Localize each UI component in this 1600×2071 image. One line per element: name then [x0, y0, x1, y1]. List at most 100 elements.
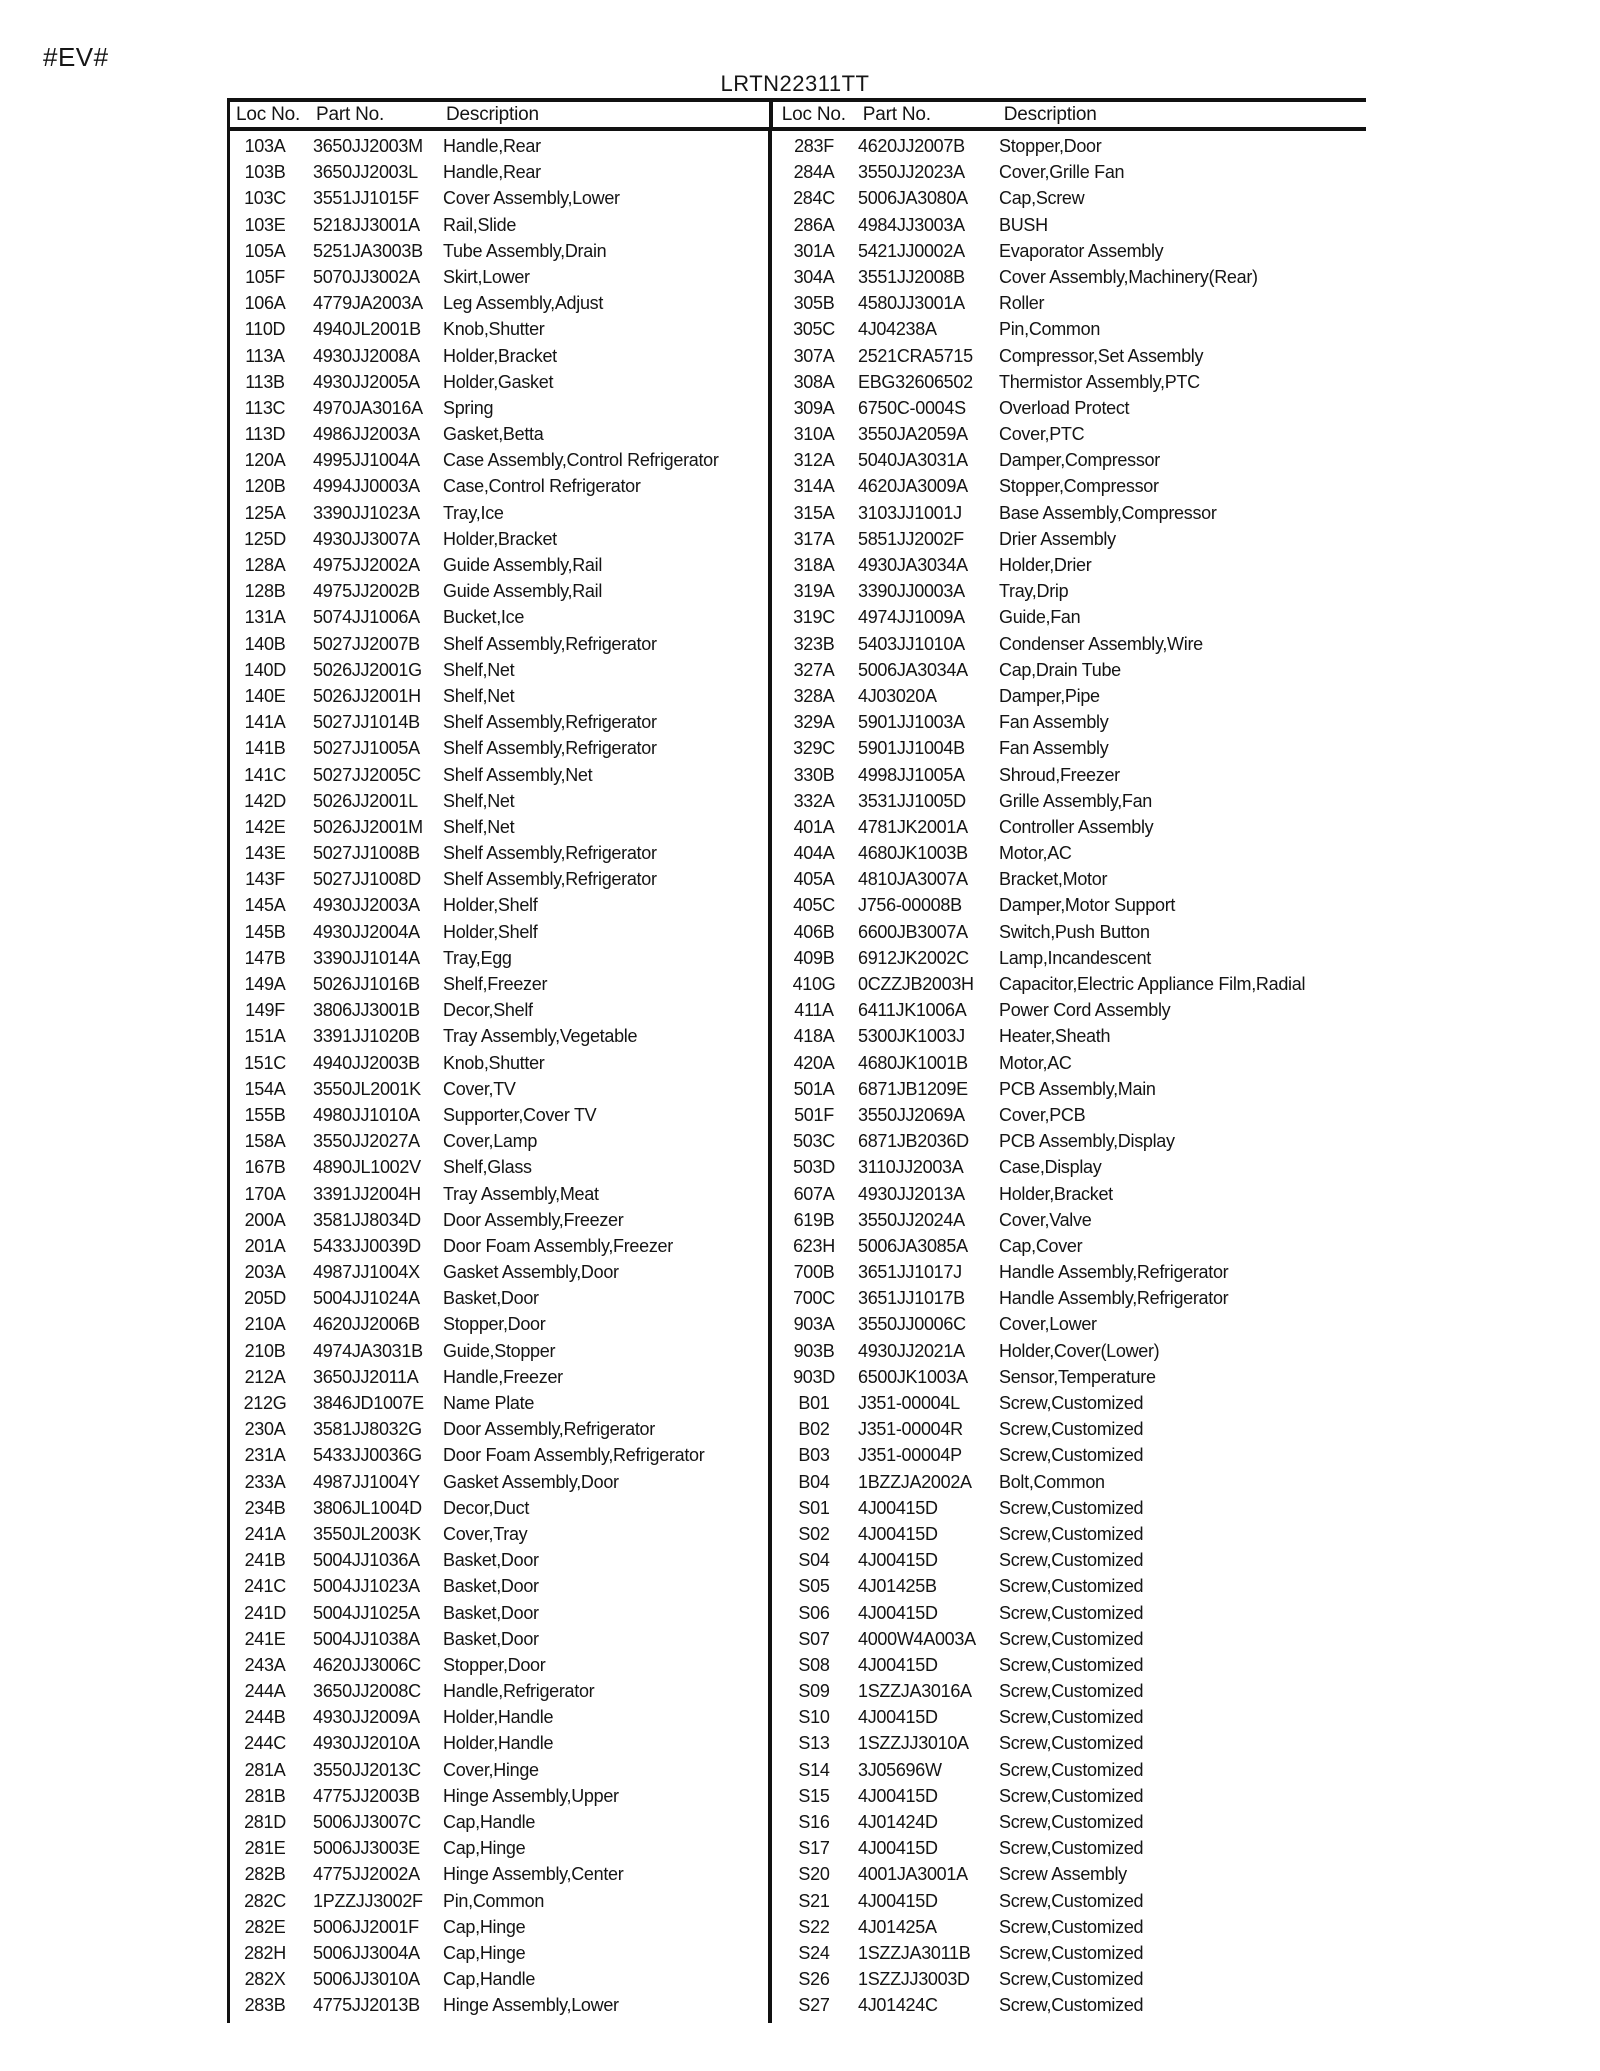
loc-no-cell: 103C [244, 188, 286, 209]
description-cell: Cover,Hinge [443, 1759, 539, 1780]
table-row: 201A 5433JJ0039D Door Foam Assembly,Freeze… [230, 1233, 768, 1259]
part-no-cell: 4J03020A [858, 685, 937, 706]
loc-no-cell: 170A [244, 1183, 286, 1204]
description-cell: Screw,Customized [999, 1838, 1144, 1859]
table-row: 151A 3391JJ1020B Tray Assembly,Vegetable [230, 1023, 768, 1049]
part-no-cell: 4775JJ2003B [313, 1785, 420, 1806]
description-cell: Cover,PCB [999, 1104, 1086, 1125]
description-cell: Switch,Push Button [999, 921, 1150, 942]
part-no-cell: 5006JJ3003E [313, 1838, 420, 1859]
table-row: 113C 4970JA3016A Spring [230, 395, 768, 421]
table-row: 501F 3550JJ2069A Cover,PCB [772, 1102, 1362, 1128]
loc-no-cell: 310A [793, 424, 835, 445]
loc-no-cell: 283B [244, 1995, 286, 2016]
description-cell: Condenser Assembly,Wire [999, 633, 1203, 654]
part-no-cell: 5070JJ3002A [313, 266, 420, 287]
loc-no-cell: 283F [794, 136, 834, 156]
part-no-cell: 3390JJ0003A [858, 581, 965, 602]
table-row: 103B 3650JJ2003L Handle,Rear [230, 159, 768, 185]
description-cell: Shelf Assembly,Refrigerator [443, 738, 657, 759]
table-row: 501A 6871JB1209E PCB Assembly,Main [772, 1076, 1362, 1102]
table-row: S17 4J00415D Screw,Customized [772, 1835, 1362, 1861]
part-no-cell: 4J00415D [858, 1550, 938, 1571]
loc-no-cell: 286A [793, 214, 835, 235]
description-cell: Motor,AC [999, 843, 1072, 864]
part-no-cell: 4970JA3016A [313, 397, 423, 418]
part-no-cell: EBG32606502 [858, 371, 973, 392]
loc-no-cell: 210B [244, 1340, 286, 1361]
loc-no-cell: 149A [244, 974, 286, 994]
loc-no-cell: B04 [798, 1471, 830, 1492]
table-row: 281E 5006JJ3003E Cap,Hinge [230, 1835, 768, 1861]
loc-no-cell: 329C [793, 738, 835, 759]
table-row: 244A 3650JJ2008C Handle,Refrigerator [230, 1678, 768, 1704]
loc-no-cell: B02 [798, 1419, 830, 1440]
table-row: 103E 5218JJ3001A Rail,Slide [230, 212, 768, 238]
table-row: 241A 3550JL2003K Cover,Tray [230, 1521, 768, 1547]
part-no-cell: 5040JA3031A [858, 450, 968, 471]
description-cell: Stopper,Door [443, 1314, 546, 1335]
part-no-cell: 4001JA3001A [858, 1864, 968, 1885]
part-no-cell: 6871JB1209E [858, 1078, 968, 1099]
loc-no-cell: 329A [793, 712, 835, 733]
loc-no-cell: 113B [245, 371, 285, 392]
part-no-cell: 4J01424C [858, 1995, 938, 2016]
loc-no-cell: 700B [793, 1262, 835, 1283]
description-cell: PCB Assembly,Main [999, 1078, 1156, 1099]
loc-no-cell: 147B [244, 947, 286, 968]
loc-no-cell: 401A [793, 816, 835, 837]
part-no-cell: 5027JJ1008B [313, 843, 420, 864]
part-no-cell: 5027JJ1014B [313, 712, 420, 733]
table-row: 607A 4930JJ2013A Holder,Bracket [772, 1181, 1362, 1207]
loc-no-cell: S21 [798, 1890, 830, 1911]
table-row: 323B 5403JJ1010A Condenser Assembly,Wire [772, 631, 1362, 657]
table-row: 317A 5851JJ2002F Drier Assembly [772, 526, 1362, 552]
table-row: 210A 4620JJ2006B Stopper,Door [230, 1311, 768, 1337]
loc-no-cell: 105A [244, 240, 286, 261]
loc-no-cell: 281A [244, 1759, 286, 1780]
description-cell: Holder,Bracket [999, 1183, 1113, 1204]
description-cell: Cap,Handle [443, 1969, 536, 1990]
part-no-cell: 4J00415D [858, 1523, 938, 1544]
loc-no-cell: 241C [244, 1576, 286, 1597]
loc-no-cell: S09 [798, 1681, 830, 1702]
description-cell: Screw,Customized [999, 1759, 1144, 1780]
part-no-cell: 4930JJ2004A [313, 921, 420, 942]
description-cell: Screw,Customized [999, 1445, 1144, 1466]
description-cell: Door Foam Assembly,Refrigerator [443, 1445, 705, 1466]
loc-no-cell: 503D [793, 1157, 835, 1178]
table-row: S27 4J01424C Screw,Customized [772, 1992, 1362, 2018]
part-no-cell: 3531JJ1005D [858, 790, 966, 811]
loc-no-cell: 145B [244, 921, 286, 942]
description-cell: Basket,Door [443, 1602, 539, 1623]
loc-no-cell: 142E [244, 816, 286, 837]
loc-no-cell: S08 [798, 1654, 830, 1675]
description-cell: Cover,Valve [999, 1209, 1092, 1230]
loc-no-cell: 241B [244, 1550, 286, 1571]
table-body: 103A 3650JJ2003M Handle,Rear 103B 3650JJ2003… [227, 131, 1366, 2023]
part-no-cell: 4940JJ2003B [313, 1052, 420, 1073]
description-cell: Tray,Ice [443, 502, 504, 523]
part-no-cell: 4J04238A [858, 319, 937, 340]
description-cell: Cap,Cover [999, 1235, 1083, 1256]
loc-no-cell: 143F [245, 869, 285, 890]
table-row: 200A 3581JJ8034D Door Assembly,Freezer [230, 1207, 768, 1233]
part-no-cell: 3806JJ3001B [313, 1000, 420, 1021]
loc-no-cell: 243A [244, 1654, 286, 1675]
table-row: 241B 5004JJ1036A Basket,Door [230, 1547, 768, 1573]
part-no-cell: 3391JJ2004H [313, 1183, 421, 1204]
description-cell: Door Foam Assembly,Freezer [443, 1235, 673, 1256]
part-no-cell: 4998JJ1005A [858, 764, 965, 785]
table-row: 167B 4890JL1002V Shelf,Glass [230, 1154, 768, 1180]
part-no-cell: 4890JL1002V [313, 1157, 421, 1178]
table-row: 330B 4998JJ1005A Shroud,Freezer [772, 762, 1362, 788]
table-row: 141C 5027JJ2005C Shelf Assembly,Net [230, 762, 768, 788]
description-cell: Cap,Hinge [443, 1916, 526, 1937]
loc-no-cell: S04 [798, 1550, 830, 1571]
part-no-cell: 3846JD1007E [313, 1393, 424, 1413]
description-cell: Heater,Sheath [999, 1026, 1111, 1047]
table-row: 405C J756-00008B Damper,Motor Support [772, 892, 1362, 918]
part-no-cell: 5851JJ2002F [858, 528, 964, 549]
table-row: 304A 3551JJ2008B Cover Assembly,Machinery(… [772, 264, 1362, 290]
description-cell: Rail,Slide [443, 214, 517, 235]
